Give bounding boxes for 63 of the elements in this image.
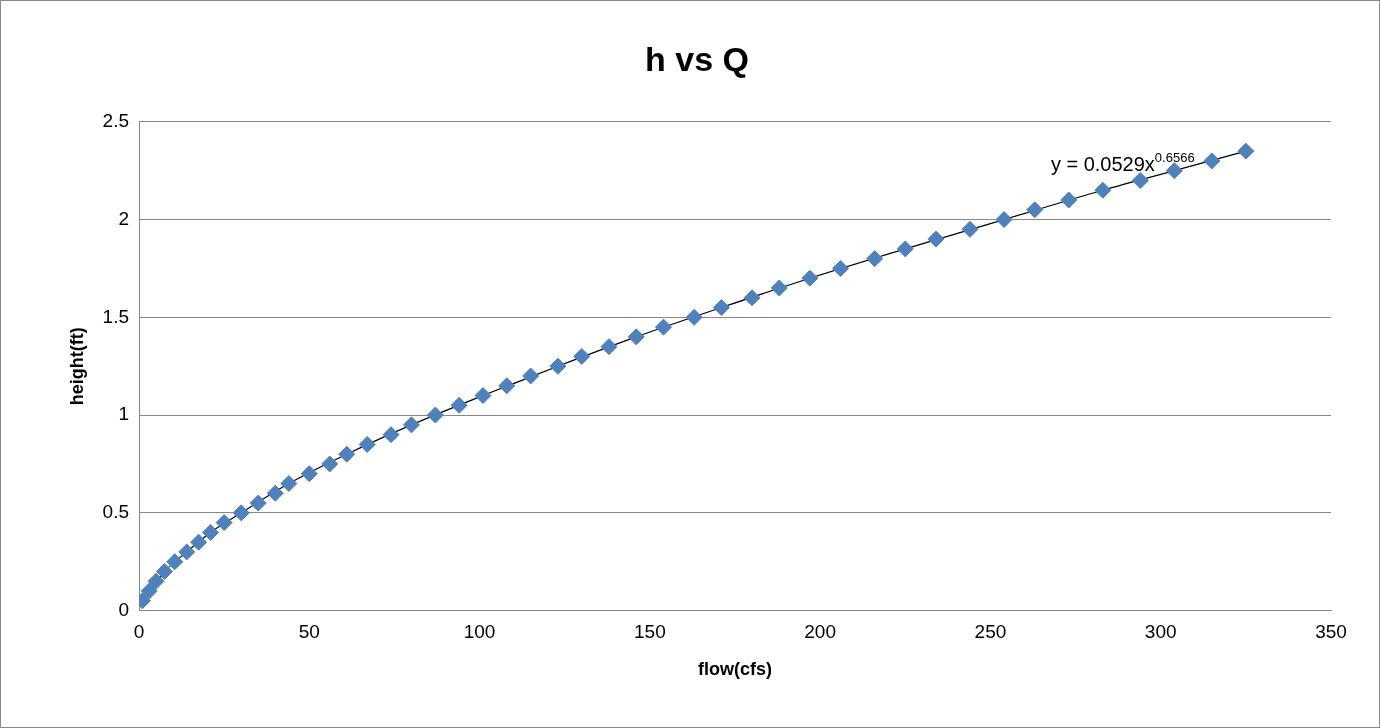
point [1237,142,1255,160]
point [927,230,945,248]
y-tick-label: 2 [118,207,130,229]
point [140,582,158,600]
point [178,543,196,561]
x-tick-label: 350 [1315,621,1347,643]
point [573,347,591,365]
x-tick-label: 100 [463,621,496,643]
x-tick-label: 50 [298,621,320,643]
point [156,563,174,580]
point [522,367,540,385]
point [654,318,672,336]
x-axis-title: flow(cfs) [698,659,773,680]
point [382,426,400,444]
point [321,455,339,473]
point [1165,162,1183,180]
x-tick-label: 200 [804,621,836,643]
x-tick-label: 0 [133,621,145,643]
x-tick-label: 150 [634,621,666,643]
y-axis-title: height(ft) [66,327,87,406]
point [215,514,233,532]
x-tick-label: 250 [974,621,1007,643]
point [426,406,444,424]
point [300,465,318,483]
point [600,338,618,356]
point [190,533,208,551]
point [801,269,819,287]
y-tick-label: 0.5 [102,501,130,523]
point [498,377,516,395]
y-tick-label: 0 [118,598,130,620]
point [280,475,298,493]
y-tick-label: 1.5 [102,305,130,327]
point [147,572,165,590]
chart-title: h vs Q [645,39,749,78]
point [450,396,468,414]
y-tick-label: 1 [118,403,130,425]
point [166,553,184,571]
point [202,523,220,541]
point [266,484,284,502]
y-tick-label: 2.5 [102,110,130,132]
point [1131,171,1149,189]
point [338,445,356,463]
point [896,240,914,258]
point [1060,191,1078,209]
point [770,279,788,297]
point [866,250,884,268]
point [402,416,420,434]
point [549,357,567,375]
point [1203,152,1221,170]
point [961,220,979,238]
point [232,504,250,522]
point [627,328,645,346]
point [712,299,730,317]
point [685,308,703,326]
point [1026,201,1044,219]
point [995,211,1013,229]
point [832,259,850,277]
x-tick-label: 300 [1144,621,1177,643]
point [474,387,492,405]
point [249,494,267,512]
point [743,289,761,307]
point [1094,181,1112,199]
point [358,435,376,453]
